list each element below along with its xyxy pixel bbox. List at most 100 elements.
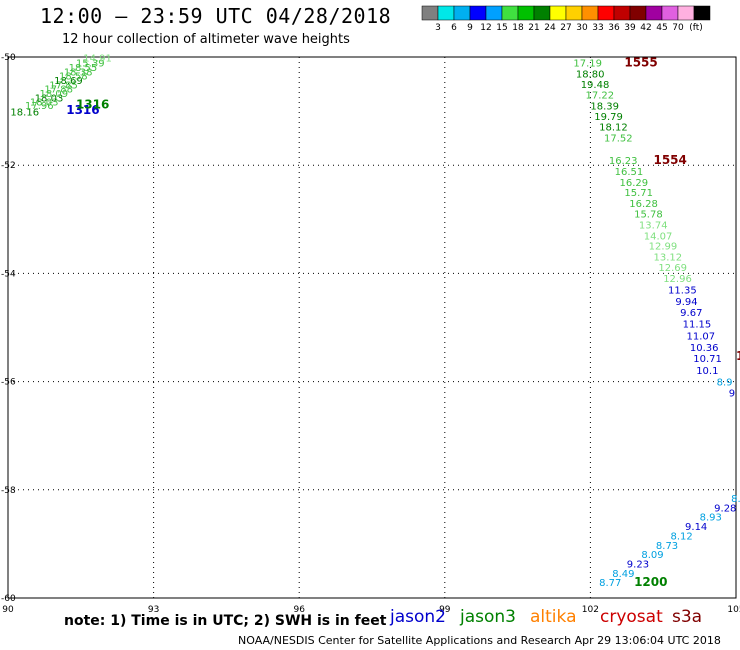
y-tick-label: -50 xyxy=(1,53,16,63)
x-tick-label: 93 xyxy=(148,605,159,615)
wave-height-label: 9.14 xyxy=(685,522,707,533)
satellite-legend-jason3: jason3 xyxy=(460,607,516,627)
chart-title: 12:00 – 23:59 UTC 04/28/2018 xyxy=(40,4,392,28)
wave-height-label: 14.91 xyxy=(83,53,112,64)
wave-height-label: 18.03 xyxy=(30,98,59,109)
pass-time-label: 1316 xyxy=(76,97,109,111)
wave-height-label: 18.16 xyxy=(10,107,39,118)
wave-height-label: 11.07 xyxy=(686,331,715,342)
wave-height-label: 15.78 xyxy=(634,210,663,221)
wave-height-label: 9 xyxy=(729,389,735,400)
colorbar-unit: (ft) xyxy=(689,23,703,33)
pass-time-label: 1555 xyxy=(624,56,657,70)
colorbar-swatch xyxy=(485,5,503,21)
wave-height-label: 17.19 xyxy=(573,59,602,70)
colorbar-tick: 39 xyxy=(624,23,636,33)
wave-height-label: 18.55 xyxy=(69,63,98,74)
wave-height-label: 18.38 xyxy=(64,67,93,78)
colorbar-tick: 27 xyxy=(560,23,571,33)
wave-height-label: 17.96 xyxy=(25,101,54,112)
y-tick-label: -60 xyxy=(1,594,16,604)
colorbar-tick: 24 xyxy=(544,23,556,33)
colorbar-tick: 36 xyxy=(608,23,620,33)
colorbar-tick: 12 xyxy=(480,23,491,33)
pass-time-label: 1200 xyxy=(634,575,667,589)
wave-height-label: 12.69 xyxy=(658,263,687,274)
wave-height-label: 11.15 xyxy=(683,320,712,331)
wave-height-label: 16.23 xyxy=(609,156,638,167)
y-tick-label: -52 xyxy=(1,161,16,171)
wave-height-label: 8.49 xyxy=(612,569,634,580)
wave-height-label: 18.80 xyxy=(576,70,605,81)
wave-height-label: 10.71 xyxy=(693,354,722,365)
colorbar-swatch xyxy=(469,5,487,21)
colorbar-tick: 15 xyxy=(496,23,507,33)
wave-height-label: 17.85 xyxy=(49,80,78,91)
data-points: 18.1617.9618.0318.0318.0917.8817.8518.69… xyxy=(10,53,740,589)
wave-height-label: 15.71 xyxy=(624,188,653,199)
wave-height-label: 9.94 xyxy=(675,297,697,308)
colorbar-swatch xyxy=(421,5,439,21)
wave-height-label: 8.09 xyxy=(641,550,663,561)
wave-height-label: 17.88 xyxy=(44,85,73,96)
x-tick-label: 102 xyxy=(582,605,599,615)
wave-height-label: 8.9 xyxy=(717,377,733,388)
axes: 90 93 96 99 102 105 -50 -52 -54 -56 -58 -60 xyxy=(1,53,740,615)
colorbar-swatch xyxy=(437,5,455,21)
wave-height-label: 19.48 xyxy=(581,80,610,91)
colorbar-tick: 45 xyxy=(656,23,667,33)
colorbar-swatch xyxy=(613,5,631,21)
wave-height-label: 12.96 xyxy=(663,274,692,285)
colorbar-swatch xyxy=(597,5,615,21)
wave-height-label: 12.99 xyxy=(649,242,678,253)
wave-height-label: 17.22 xyxy=(586,91,615,102)
y-tick-label: -54 xyxy=(1,269,16,279)
colorbar-swatch xyxy=(629,5,647,21)
wave-height-label: 11.35 xyxy=(668,285,697,296)
footer-credit: NOAA/NESDIS Center for Satellite Applica… xyxy=(238,634,721,647)
wave-height-label: 18.69 xyxy=(54,76,83,87)
satellite-legend-jason2: jason2 xyxy=(390,607,446,627)
colorbar-tick: 33 xyxy=(592,23,603,33)
colorbar-swatch xyxy=(549,5,567,21)
wave-height-label: 18.03 xyxy=(35,93,64,104)
x-tick-label: 90 xyxy=(2,605,14,615)
colorbar: 3 6 9 12 15 18 21 24 27 30 33 36 39 42 45 70 (ft) xyxy=(421,5,711,33)
wave-height-label: 10.1 xyxy=(696,366,718,377)
y-tick-label: -56 xyxy=(1,378,16,388)
wave-height-label: 8.12 xyxy=(670,532,692,543)
wave-height-label: 9.67 xyxy=(680,308,702,319)
colorbar-swatch xyxy=(565,5,583,21)
colorbar-tick: 30 xyxy=(576,23,588,33)
wave-height-label: 14.07 xyxy=(644,231,673,242)
colorbar-swatch xyxy=(533,5,551,21)
wave-height-label: 18.12 xyxy=(599,123,628,134)
x-tick-label: 96 xyxy=(293,605,305,615)
x-tick-label: 99 xyxy=(439,605,451,615)
colorbar-tick: 9 xyxy=(467,23,473,33)
colorbar-swatch xyxy=(453,5,471,21)
y-tick-label: -58 xyxy=(1,486,16,496)
wave-height-label: 16.51 xyxy=(615,167,644,178)
wave-height-label: 16.28 xyxy=(629,199,658,210)
wave-height-label: 9.23 xyxy=(627,560,649,571)
pass-time-label: 1316 xyxy=(66,103,99,117)
colorbar-swatch xyxy=(693,5,711,21)
colorbar-tick: 6 xyxy=(451,23,457,33)
wave-height-label: 8.73 xyxy=(656,541,678,552)
pass-time-label: 1554 xyxy=(653,153,686,167)
wave-height-label: 9.28 xyxy=(714,503,736,514)
wave-height-label: 8.93 xyxy=(700,513,722,524)
wave-height-label: 18.09 xyxy=(40,89,69,100)
x-tick-label: 105 xyxy=(727,605,740,615)
footer-note: note: 1) Time is in UTC; 2) SWH is in fe… xyxy=(64,613,387,629)
plot-frame xyxy=(7,56,737,599)
colorbar-swatch xyxy=(645,5,663,21)
colorbar-swatch xyxy=(661,5,679,21)
wave-height-label: 13.12 xyxy=(653,252,682,263)
colorbar-tick: 18 xyxy=(512,23,524,33)
colorbar-swatch xyxy=(517,5,535,21)
colorbar-swatch xyxy=(677,5,695,21)
